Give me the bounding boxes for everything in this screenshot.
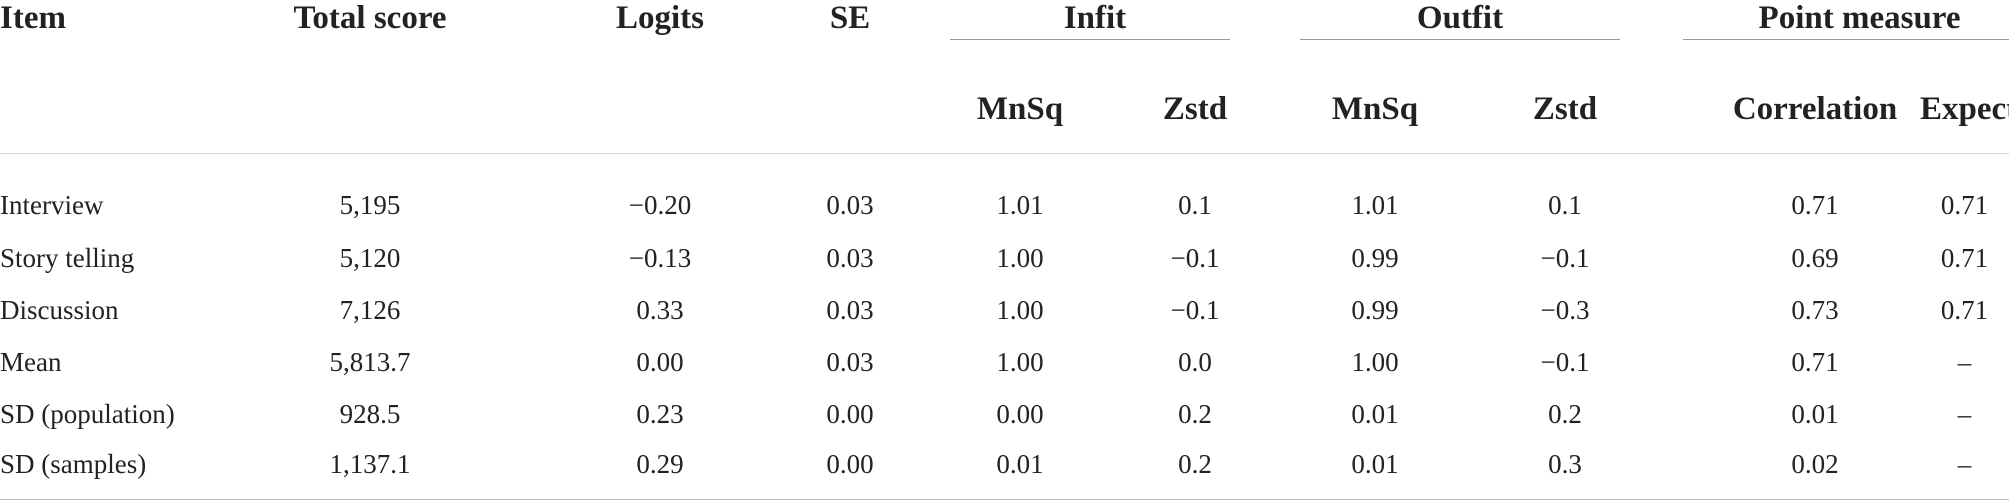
- cell-outfit-zstd: 0.1: [1548, 189, 1582, 220]
- header-rule-row: [0, 37, 2009, 65]
- cell-se: 0.00: [826, 398, 874, 429]
- header-infit: Infit: [1063, 0, 1127, 36]
- cell-infit-mnsq: 1.00: [996, 242, 1044, 273]
- table-bottom-rule: [0, 499, 2009, 500]
- cell-outfit-zstd: −0.3: [1540, 294, 1590, 325]
- cell-logits: 0.33: [636, 294, 684, 325]
- cell-infit-mnsq: 1.01: [996, 189, 1044, 220]
- cell-logits: 0.23: [636, 398, 684, 429]
- table-row: Story telling 5,120 −0.13 0.03 1.00 −0.1…: [0, 232, 2009, 284]
- cell-total-score: 5,813.7: [329, 346, 411, 377]
- cell-logits: −0.13: [628, 242, 692, 273]
- cell-pm-correlation: 0.69: [1791, 242, 1839, 273]
- cell-outfit-zstd: −0.1: [1540, 242, 1590, 273]
- cell-item: Discussion: [0, 294, 119, 325]
- table-row: SD (samples) 1,137.1 0.29 0.00 0.01 0.2 …: [0, 440, 2009, 488]
- table-row: Interview 5,195 −0.20 0.03 1.01 0.1 1.01…: [0, 154, 2009, 233]
- point-measure-underline: [1683, 39, 2009, 40]
- cell-infit-zstd: 0.1: [1178, 189, 1212, 220]
- table-header: Item Total score Logits SE Infit Outfit …: [0, 0, 2009, 154]
- table-row: Mean 5,813.7 0.00 0.03 1.00 0.0 1.00 −0.…: [0, 336, 2009, 388]
- cell-logits: −0.20: [628, 189, 692, 220]
- cell-infit-zstd: 0.2: [1178, 398, 1212, 429]
- cell-total-score: 5,195: [339, 189, 401, 220]
- cell-se: 0.03: [826, 294, 874, 325]
- header-infit-mnsq: MnSq: [976, 90, 1064, 127]
- cell-infit-mnsq: 1.00: [996, 294, 1044, 325]
- header-point-measure: Point measure: [1758, 0, 1961, 36]
- header-se: SE: [829, 0, 871, 36]
- cell-pm-expected: 0.71: [1940, 242, 1989, 273]
- header-logits: Logits: [615, 0, 704, 36]
- cell-item: Mean: [0, 346, 62, 377]
- cell-pm-correlation: 0.01: [1791, 398, 1839, 429]
- cell-infit-mnsq: 1.00: [996, 346, 1044, 377]
- header-item: Item: [0, 0, 66, 36]
- outfit-rule-cell: [1270, 37, 1650, 65]
- cell-item: SD (samples): [0, 448, 147, 479]
- table-row: SD (population) 928.5 0.23 0.00 0.00 0.2…: [0, 388, 2009, 440]
- cell-outfit-mnsq: 0.01: [1351, 398, 1399, 429]
- cell-total-score: 5,120: [339, 242, 401, 273]
- cell-pm-expected: –: [1957, 398, 1972, 429]
- cell-infit-zstd: 0.2: [1178, 448, 1212, 479]
- table-row: Discussion 7,126 0.33 0.03 1.00 −0.1 0.9…: [0, 284, 2009, 336]
- cell-pm-expected: 0.71: [1940, 189, 1989, 220]
- cell-infit-mnsq: 0.00: [996, 398, 1044, 429]
- infit-rule-cell: [920, 37, 1270, 65]
- cell-total-score: 1,137.1: [329, 448, 411, 479]
- cell-infit-mnsq: 0.01: [996, 448, 1044, 479]
- header-total-score: Total score: [293, 0, 447, 36]
- cell-item: SD (population): [0, 398, 175, 429]
- header-infit-zstd: Zstd: [1162, 90, 1228, 127]
- cell-outfit-zstd: −0.1: [1540, 346, 1590, 377]
- cell-logits: 0.29: [636, 448, 684, 479]
- cell-infit-zstd: −0.1: [1170, 294, 1220, 325]
- cell-pm-expected: –: [1957, 346, 1972, 377]
- cell-pm-correlation: 0.02: [1791, 448, 1839, 479]
- cell-pm-correlation: 0.71: [1791, 189, 1839, 220]
- cell-outfit-mnsq: 1.00: [1351, 346, 1399, 377]
- cell-outfit-mnsq: 0.99: [1351, 294, 1399, 325]
- cell-pm-correlation: 0.73: [1791, 294, 1839, 325]
- cell-infit-zstd: −0.1: [1170, 242, 1220, 273]
- header-row-sub: MnSq Zstd MnSq Zstd Correlation Expected: [0, 65, 2009, 154]
- cell-outfit-mnsq: 1.01: [1351, 189, 1399, 220]
- infit-underline: [950, 39, 1230, 40]
- cell-total-score: 928.5: [339, 398, 401, 429]
- cell-outfit-zstd: 0.3: [1548, 448, 1582, 479]
- cell-outfit-mnsq: 0.99: [1351, 242, 1399, 273]
- cell-logits: 0.00: [636, 346, 684, 377]
- item-statistics-table: Item Total score Logits SE Infit Outfit …: [0, 0, 2009, 489]
- header-outfit-mnsq: MnSq: [1331, 90, 1419, 127]
- cell-se: 0.00: [826, 448, 874, 479]
- cell-item: Story telling: [0, 242, 135, 273]
- header-pm-correlation: Correlation: [1732, 90, 1898, 127]
- cell-pm-expected: –: [1957, 448, 1972, 479]
- cell-se: 0.03: [826, 346, 874, 377]
- header-outfit-zstd: Zstd: [1532, 90, 1598, 127]
- header-row-top: Item Total score Logits SE Infit Outfit …: [0, 0, 2009, 37]
- header-outfit: Outfit: [1416, 0, 1504, 36]
- cell-total-score: 7,126: [339, 294, 401, 325]
- cell-pm-expected: 0.71: [1940, 294, 1989, 325]
- cell-outfit-mnsq: 0.01: [1351, 448, 1399, 479]
- cell-infit-zstd: 0.0: [1178, 346, 1212, 377]
- cell-outfit-zstd: 0.2: [1548, 398, 1582, 429]
- cell-item: Interview: [0, 189, 104, 220]
- table-body: Interview 5,195 −0.20 0.03 1.01 0.1 1.01…: [0, 154, 2009, 489]
- cell-pm-correlation: 0.71: [1791, 346, 1839, 377]
- point-measure-rule-cell: [1650, 37, 2009, 65]
- cell-se: 0.03: [826, 189, 874, 220]
- cell-se: 0.03: [826, 242, 874, 273]
- header-pm-expected: Expected: [1920, 90, 2009, 127]
- outfit-underline: [1300, 39, 1621, 40]
